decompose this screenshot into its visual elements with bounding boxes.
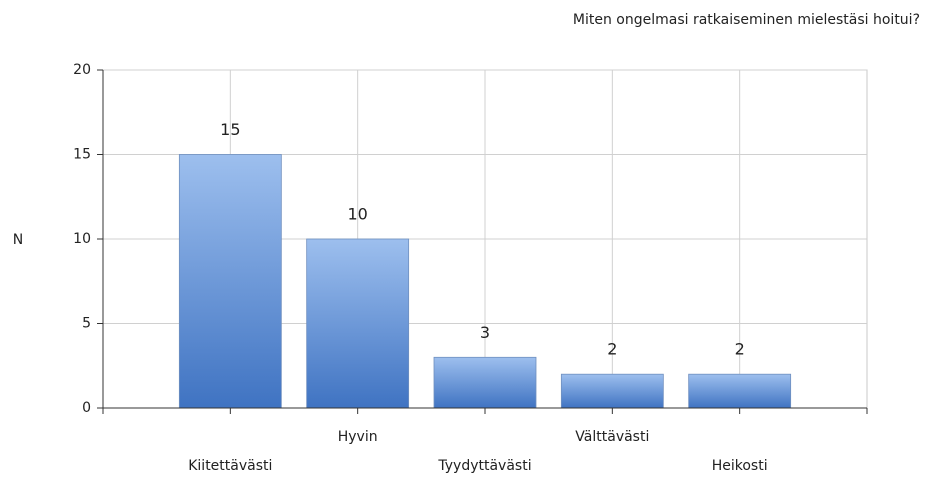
bar [688,373,792,409]
x-tick-label: Välttävästi [575,429,649,445]
bar [433,356,537,409]
y-axis-label: N [13,232,23,248]
value-label: 10 [347,205,367,224]
x-tick-label: Kiitettävästi [188,458,272,474]
x-tick-label: Hyvin [338,429,378,445]
y-tick-label: 15 [73,147,91,163]
x-tick-label: Heikosti [712,458,768,474]
value-label: 2 [735,340,745,359]
bar [178,154,282,409]
chart-title: Miten ongelmasi ratkaiseminen mielestäsi… [573,12,920,28]
y-tick-label: 10 [73,231,91,247]
value-label: 15 [220,120,240,139]
y-tick-label: 5 [82,316,91,332]
x-tick-label: Tyydyttävästi [437,458,531,474]
y-tick-label: 20 [73,62,91,78]
value-label: 2 [607,340,617,359]
bar [306,238,410,409]
y-tick-label: 0 [82,400,91,416]
value-label: 3 [480,323,490,342]
bar [560,373,664,409]
